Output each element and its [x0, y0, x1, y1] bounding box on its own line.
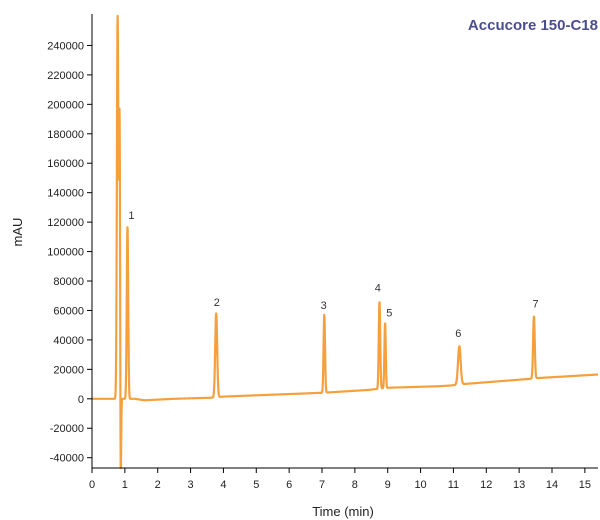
x-tick-label: 10: [414, 479, 426, 491]
y-axis-title: mAU: [10, 218, 25, 247]
x-tick-label: 8: [352, 479, 358, 491]
peak-label: 4: [375, 282, 381, 294]
chart-title: Accucore 150-C18: [468, 17, 598, 34]
x-tick-label: 5: [253, 479, 259, 491]
x-tick-label: 2: [155, 479, 161, 491]
x-axis-title: Time (min): [312, 504, 374, 519]
x-tick-label: 15: [579, 479, 591, 491]
peak-label: 1: [128, 210, 134, 222]
x-tick-label: 3: [188, 479, 194, 491]
y-tick-label: -20000: [50, 423, 84, 435]
y-tick-label: 20000: [53, 364, 84, 376]
x-tick-label: 11: [448, 479, 459, 491]
y-tick-label: 160000: [47, 158, 84, 170]
x-tick-label: 14: [546, 479, 558, 491]
y-tick-label: 120000: [47, 217, 84, 229]
peak-label: 7: [533, 299, 539, 311]
plot-area: [91, 14, 599, 470]
axis-ticks: -40000 -20000 0 20000 40000 60000 80000 100000 1…: [47, 40, 591, 491]
peak-label: 6: [455, 328, 461, 340]
y-tick-label: 100000: [47, 247, 84, 259]
peak-label: 3: [321, 300, 327, 312]
x-tick-label: 9: [385, 479, 391, 491]
axes: [91, 14, 598, 469]
y-tick-label: -40000: [50, 453, 84, 465]
y-tick-label: 40000: [53, 335, 84, 347]
peak-labels: 1 2 3 4 5 6 7: [128, 210, 538, 340]
y-tick-label: 140000: [47, 188, 84, 200]
y-tick-label: 60000: [53, 305, 84, 317]
y-tick-label: 80000: [53, 276, 84, 288]
x-tick-label: 4: [220, 479, 226, 491]
y-tick-label: 220000: [47, 70, 84, 82]
x-tick-label: 1: [122, 479, 128, 491]
y-tick-label: 200000: [47, 99, 84, 111]
x-tick-label: 0: [89, 479, 95, 491]
peak-label: 5: [386, 307, 392, 319]
peak-label: 2: [214, 297, 220, 309]
x-tick-label: 7: [319, 479, 325, 491]
x-tick-label: 6: [286, 479, 292, 491]
y-tick-label: 240000: [47, 40, 84, 52]
y-tick-label: 180000: [47, 129, 84, 141]
x-tick-label: 12: [480, 479, 492, 491]
y-tick-label: 0: [78, 394, 84, 406]
x-tick-label: 13: [513, 479, 525, 491]
chromatogram-trace: [91, 14, 599, 470]
